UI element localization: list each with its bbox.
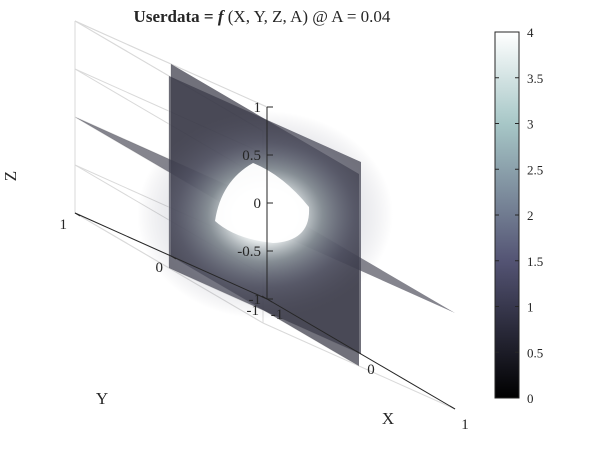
colorbar-tick-label: 0.5 xyxy=(527,345,543,360)
x-tick-mark xyxy=(449,405,456,410)
chart-title: Userdata = f (X, Y, Z, A) @ A = 0.04 xyxy=(134,7,391,26)
slice-planes xyxy=(75,64,455,366)
colorbar-tick-label: 2.5 xyxy=(527,162,543,177)
z-axis-label: Z xyxy=(1,171,20,181)
y-tick-mark xyxy=(266,298,273,303)
y-tick-label: 1 xyxy=(60,217,68,233)
x-tick-label: 0 xyxy=(367,362,375,378)
y-tick-mark xyxy=(170,255,177,260)
x-tick-label: 1 xyxy=(461,417,469,433)
z-tick-label: 1 xyxy=(254,100,262,116)
z-tick-label: -1 xyxy=(249,292,262,308)
colorbar-tick-label: 3 xyxy=(527,117,534,132)
colorbar-tick-label: 2 xyxy=(527,208,534,223)
title-rest: (X, Y, Z, A) @ A = 0.04 xyxy=(224,7,391,26)
slice-core xyxy=(215,163,310,243)
title-italic-part: f xyxy=(218,7,226,26)
colorbar-tick-label: 3.5 xyxy=(527,71,543,86)
y-tick-label: 0 xyxy=(156,260,164,276)
z-tick-label: -0.5 xyxy=(237,244,261,260)
x-axis-label: X xyxy=(382,409,394,428)
y-tick-label: -1 xyxy=(247,303,260,319)
axes: -1 -0.5 0 0.5 1 -1 0 1 -1 0 1 xyxy=(60,100,469,433)
y-tick-mark xyxy=(74,212,81,217)
colorbar: 0 0.5 1 1.5 2 2.5 3 3.5 4 xyxy=(494,25,543,406)
z-tick-label: 0 xyxy=(254,196,262,212)
colorbar-tick-label: 4 xyxy=(527,25,534,40)
y-axis-label: Y xyxy=(96,389,108,408)
colorbar-tick-label: 1 xyxy=(527,300,534,315)
colorbar-tick-label: 1.5 xyxy=(527,254,543,269)
x-tick-mark xyxy=(261,295,268,300)
z-tick-label: 0.5 xyxy=(242,148,261,164)
x-tick-label: -1 xyxy=(271,307,284,323)
colorbar-ticks: 0 0.5 1 1.5 2 2.5 3 3.5 4 xyxy=(495,25,543,406)
colorbar-tick-label: 0 xyxy=(527,391,534,406)
title-bold-part: Userdata = xyxy=(134,7,218,26)
x-tick-mark xyxy=(355,350,362,355)
